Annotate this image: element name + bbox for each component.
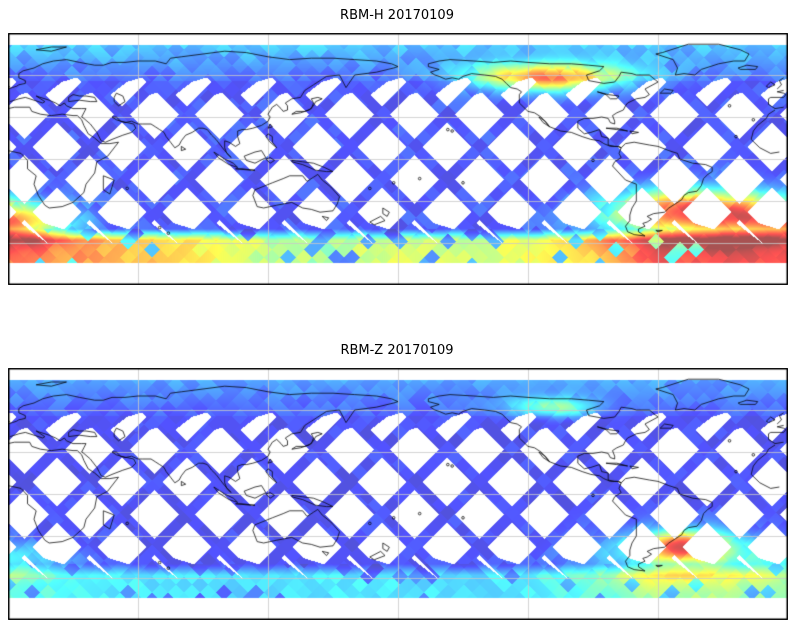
map-title-rbm-h: RBM-H 20170109 (340, 8, 454, 23)
map-title-rbm-z: RBM-Z 20170109 (340, 343, 454, 358)
swath-map-rbm-h (8, 33, 788, 285)
swath-map-rbm-z (8, 368, 788, 620)
